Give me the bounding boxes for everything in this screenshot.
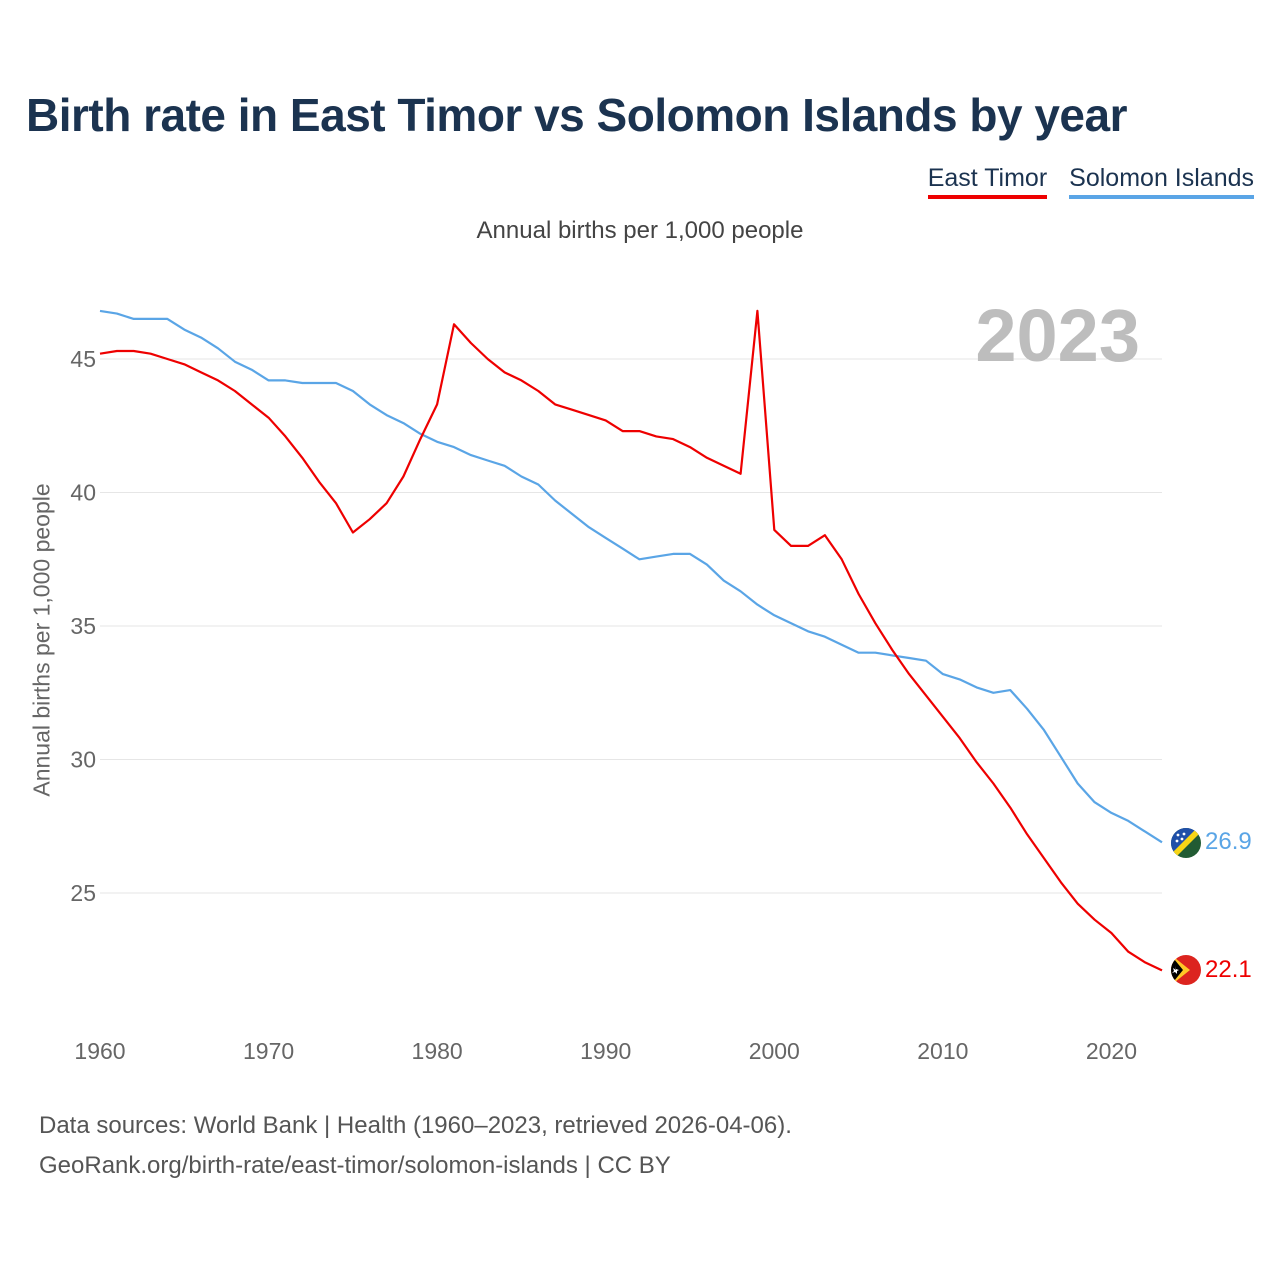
data-source-note: Data sources: World Bank | Health (1960–… — [39, 1112, 792, 1139]
y-tick-label: 35 — [70, 613, 96, 639]
footer: Data sources: World Bank | Health (1960–… — [39, 1106, 792, 1186]
source-url[interactable]: GeoRank.org/birth-rate/east-timor/solomo… — [39, 1152, 671, 1179]
series-line-east-timor[interactable] — [99, 309, 1163, 972]
grid-lines — [100, 358, 1162, 894]
chart-title: Birth rate in East Timor vs Solomon Isla… — [26, 89, 1127, 141]
x-tick-label: 2000 — [749, 1038, 800, 1064]
series-end-markers — [1171, 828, 1201, 985]
legend-item-east-timor[interactable]: East Timor — [927, 164, 1048, 199]
series-line-solomon-islands[interactable] — [99, 309, 1163, 844]
x-tick-label: 2010 — [917, 1038, 968, 1064]
chart-subtitle: Annual births per 1,000 people — [476, 217, 804, 244]
x-tick-label: 1990 — [580, 1038, 631, 1064]
y-axis-ticks: 25 30 35 40 45 — [70, 346, 96, 906]
y-tick-label: 45 — [70, 346, 96, 372]
legend: East Timor Solomon Islands — [927, 164, 1254, 199]
x-tick-label: 1980 — [412, 1038, 463, 1064]
x-tick-label: 1970 — [243, 1038, 294, 1064]
east-timor-end-value: 22.1 — [1205, 956, 1252, 983]
east-timor-flag-icon — [1171, 955, 1201, 985]
year-label: 2023 — [975, 294, 1140, 377]
solomon-islands-end-value: 26.9 — [1205, 828, 1252, 855]
x-axis-ticks: 1960 1970 1980 1990 2000 2010 2020 — [74, 1038, 1137, 1064]
x-tick-label: 1960 — [74, 1038, 125, 1064]
y-tick-label: 30 — [70, 747, 96, 773]
solomon-islands-flag-icon — [1171, 828, 1201, 858]
legend-item-solomon-islands[interactable]: Solomon Islands — [1069, 164, 1254, 199]
series-lines — [99, 309, 1163, 972]
x-tick-label: 2020 — [1086, 1038, 1137, 1064]
y-tick-label: 25 — [70, 880, 96, 906]
y-tick-label: 40 — [70, 480, 96, 506]
